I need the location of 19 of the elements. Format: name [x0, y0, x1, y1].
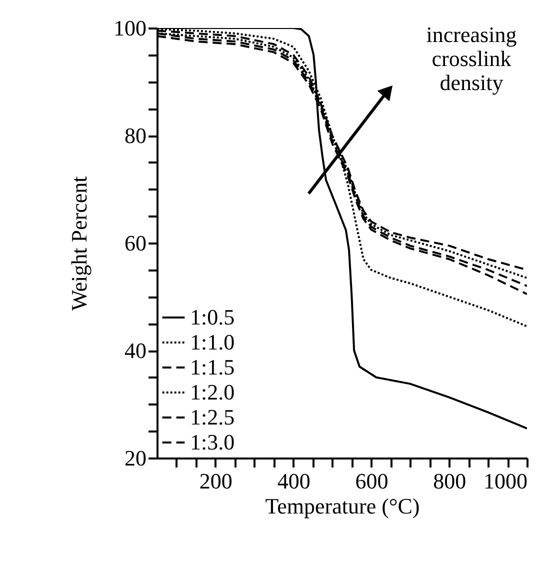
legend-label: 1:2.5	[190, 404, 235, 430]
x-tick-label: 800	[433, 468, 466, 494]
x-tick-label: 200	[199, 468, 232, 494]
x-axis-title: Temperature (°C)	[265, 494, 420, 518]
y-axis-title: Weight Percent	[66, 176, 92, 311]
y-tick-label: 40	[124, 338, 146, 363]
legend-label: 1:2.0	[190, 380, 235, 404]
y-tick-label: 60	[124, 230, 146, 256]
x-tick-label: 600	[355, 468, 388, 494]
legend-label: 1:1.5	[190, 354, 235, 380]
y-tick-label: 20	[124, 446, 146, 470]
annotation: increasing crosslink density	[426, 22, 517, 95]
x-tick-label: 400	[277, 468, 310, 494]
y-tick-label: 100	[114, 16, 146, 40]
legend-label: 1:3.0	[190, 430, 235, 454]
y-tick-label: 80	[124, 123, 146, 148]
legend-label: 1:1.0	[190, 330, 235, 354]
legend-label: 1:0.5	[190, 304, 235, 330]
x-tick-label: 1000	[484, 468, 528, 494]
